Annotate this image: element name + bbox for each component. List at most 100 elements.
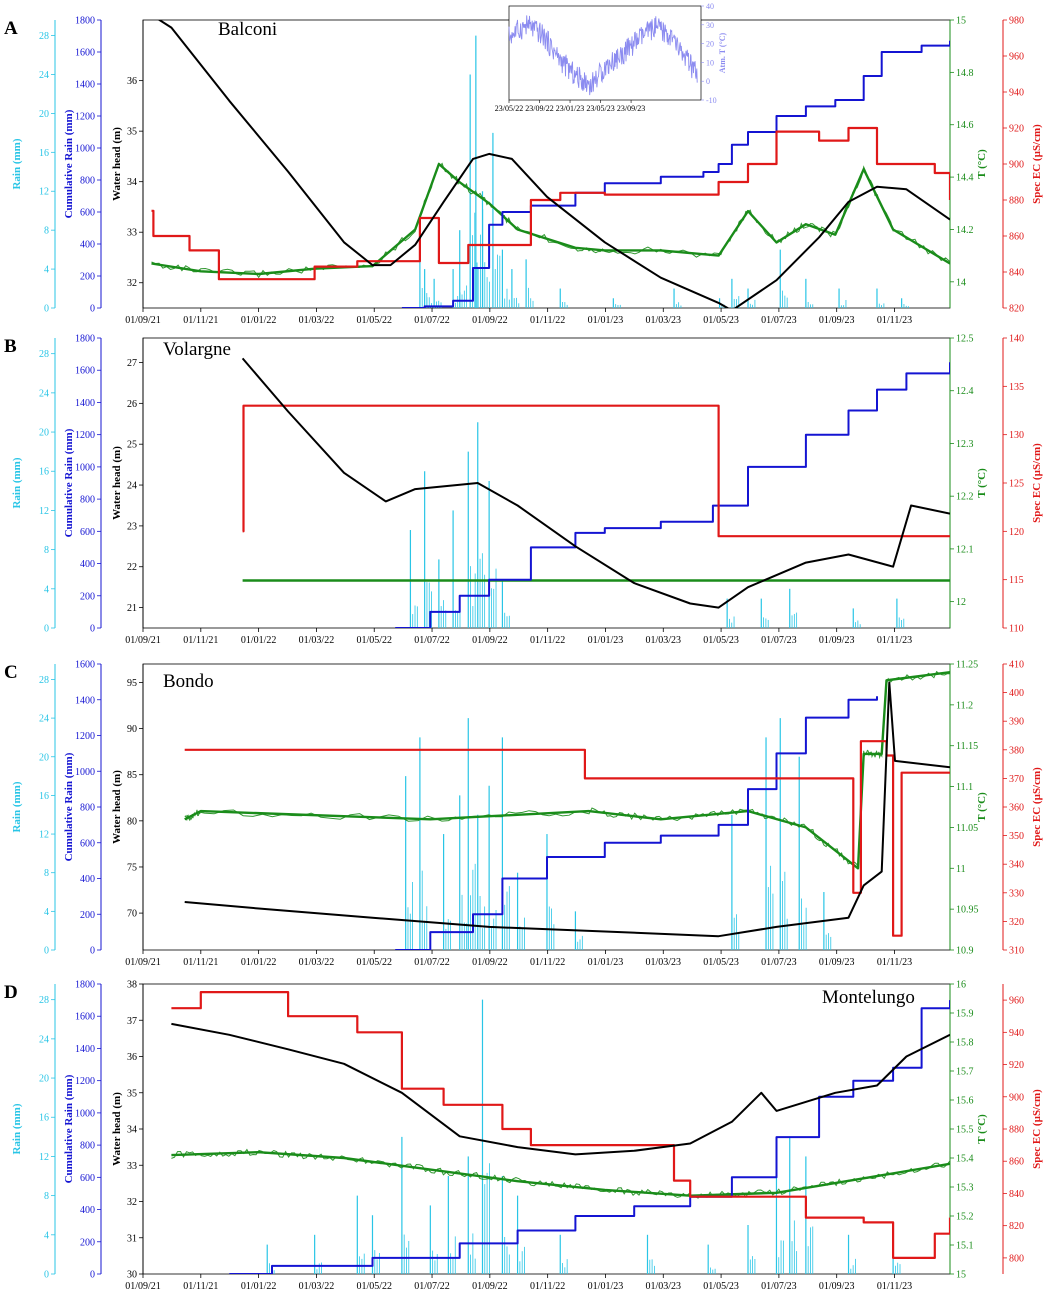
head-tick-label: 23: [127, 521, 137, 532]
site-title: Bondo: [163, 671, 214, 692]
temp-axis: 10.9 10.95 11 11.05 11.1 11.15 11.2 11.25 T (°C): [949, 660, 988, 957]
x-tick-label: 01/07/23: [761, 1281, 797, 1292]
x-tick-label: 01/07/23: [761, 957, 797, 968]
ec-axis: 310 320 330 340 350 360 370 380 390 400 410 Spec EC…: [1002, 660, 1043, 957]
x-tick-label: 01/11/21: [183, 635, 218, 646]
cum-tick-label: 200: [80, 591, 95, 602]
rain-tick-label: 12: [39, 1152, 49, 1163]
cum-axis: 0 200 400 600 800 1000 1200 1400 1600 Cumulative …: [63, 660, 102, 957]
temp-tick-label: 12.2: [956, 492, 974, 503]
head-axis-title: Water head (m): [111, 770, 123, 844]
ec-tick-label: 370: [1009, 774, 1024, 785]
spec-ec-line: [171, 991, 950, 1259]
rain-tick-label: 28: [39, 675, 49, 686]
cum-tick-label: 600: [80, 208, 95, 219]
rain-tick-label: 0: [44, 1270, 49, 1281]
x-tick-label: 01/11/22: [530, 957, 565, 968]
site-title: Montelungo: [822, 987, 915, 1008]
cum-tick-label: 800: [80, 495, 95, 506]
cum-tick-label: 400: [80, 874, 95, 885]
head-tick-label: 35: [127, 1088, 137, 1099]
x-tick-label: 01/03/22: [299, 1281, 335, 1292]
ec-tick-label: 880: [1009, 196, 1024, 207]
rain-tick-label: 12: [39, 187, 49, 198]
x-tick-label: 01/03/23: [645, 315, 681, 326]
panel-a: A Balconi 01/09/21 01/11/21 01/01/22 01/03/22…: [4, 2, 1043, 326]
inset-x-tick-label: 23/09/22: [525, 104, 553, 113]
x-tick-label: 01/05/23: [703, 1281, 739, 1292]
inset-y-tick-label: 30: [706, 21, 714, 30]
x-tick-label: 01/07/22: [414, 315, 450, 326]
x-tick-label: 01/07/23: [761, 635, 797, 646]
head-axis: 32 33 34 35 36 Water head (m): [111, 20, 144, 308]
rain-tick-label: 0: [44, 624, 49, 635]
ec-axis-title: Spec EC (µS/cm): [1031, 443, 1043, 523]
temp-axis-title: T (°C): [976, 792, 988, 822]
cumulative-rain-line: [395, 696, 878, 950]
cum-tick-label: 1800: [75, 16, 95, 27]
inset-frame: [508, 5, 702, 101]
rain-tick-label: 28: [39, 995, 49, 1006]
rain-tick-label: 0: [44, 946, 49, 957]
x-tick-label: 01/11/22: [530, 635, 565, 646]
rain-tick-label: 4: [44, 265, 49, 276]
cum-tick-label: 0: [90, 946, 95, 957]
cum-tick-label: 1000: [75, 462, 95, 473]
head-tick-label: 36: [127, 1052, 137, 1063]
spec-ec-line: [242, 404, 950, 538]
temperature-line: [184, 671, 950, 870]
temp-tick-label: 15.7: [956, 1067, 974, 1078]
x-tick-label: 01/09/22: [472, 957, 508, 968]
head-tick-label: 25: [127, 440, 137, 451]
temp-tick-label: 12.5: [956, 334, 974, 345]
ec-tick-label: 840: [1009, 1189, 1024, 1200]
head-tick-label: 34: [127, 1125, 137, 1136]
cum-tick-label: 1200: [75, 430, 95, 441]
cum-tick-label: 600: [80, 1173, 95, 1184]
temp-tick-label: 12.4: [956, 386, 974, 397]
ec-axis: 820 840 860 880 900 920 940 960 980 Spec EC (µS/c…: [1002, 16, 1043, 315]
head-tick-label: 27: [127, 358, 137, 369]
cum-tick-label: 1000: [75, 1108, 95, 1119]
temp-axis-title: T (°C): [976, 1114, 988, 1144]
ec-tick-label: 860: [1009, 1157, 1024, 1168]
ec-axis-title: Spec EC (µS/cm): [1031, 767, 1043, 847]
inset-x-tick-label: 23/05/22: [495, 104, 523, 113]
plot-frame: [142, 337, 951, 629]
x-tick-label: 01/11/23: [877, 315, 912, 326]
plot-area: [241, 357, 950, 628]
head-tick-label: 30: [127, 1270, 137, 1281]
x-tick-label: 01/07/22: [414, 957, 450, 968]
panel-d: D Montelungo 01/09/21 01/11/21 01/01/22 01/03…: [4, 980, 1043, 1293]
ec-tick-label: 330: [1009, 888, 1024, 899]
temp-tick-label: 15.5: [956, 1125, 974, 1136]
x-tick-label: 01/09/23: [819, 957, 855, 968]
x-tick-label: 01/01/23: [588, 635, 624, 646]
x-tick-label: 01/11/22: [530, 315, 565, 326]
panel-letter: B: [4, 336, 17, 357]
rain-tick-label: 8: [44, 1191, 49, 1202]
temp-tick-label: 10.95: [956, 905, 979, 916]
cum-tick-label: 400: [80, 1205, 95, 1216]
cum-axis-title: Cumulative Rain (mm): [63, 752, 75, 861]
rain-tick-label: 16: [39, 791, 49, 802]
x-tick-label: 01/09/22: [472, 1281, 508, 1292]
head-tick-label: 33: [127, 1161, 137, 1172]
head-tick-label: 33: [127, 228, 137, 239]
temp-tick-label: 14.8: [956, 68, 974, 79]
head-axis-title: Water head (m): [111, 446, 123, 520]
panel-letter: A: [4, 18, 18, 39]
rain-tick-label: 16: [39, 148, 49, 159]
head-tick-label: 37: [127, 1016, 137, 1027]
cum-axis: 0 200 400 600 800 1000 1200 1400 1600 1800 Cumulat…: [63, 334, 102, 635]
x-tick-label: 01/09/23: [819, 1281, 855, 1292]
x-tick-label: 01/07/23: [761, 315, 797, 326]
water-head-line: [157, 20, 950, 308]
inset-y-axis-title: Atm. T (°C): [718, 32, 727, 73]
site-title: Balconi: [218, 19, 277, 40]
cum-tick-label: 1200: [75, 1076, 95, 1087]
cum-tick-label: 1600: [75, 48, 95, 59]
ec-tick-label: 840: [1009, 268, 1024, 279]
head-tick-label: 36: [127, 76, 137, 87]
